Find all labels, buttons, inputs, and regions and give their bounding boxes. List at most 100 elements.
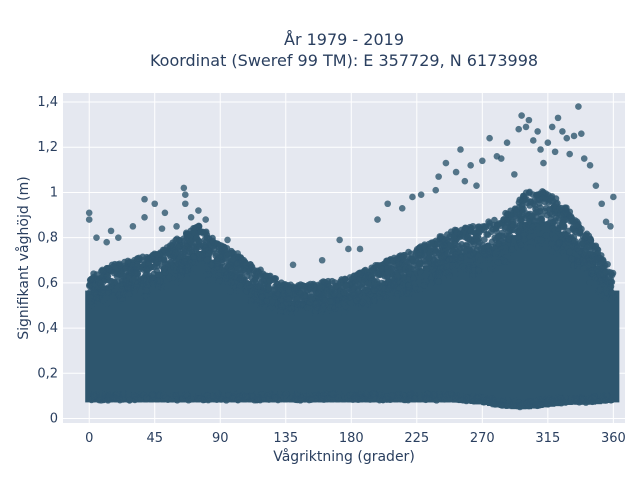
- data-point: [439, 264, 447, 272]
- data-point: [423, 260, 430, 267]
- data-point: [304, 304, 311, 311]
- data-point: [188, 270, 196, 278]
- data-point-outlier: [234, 250, 242, 257]
- data-point-outlier: [544, 139, 552, 147]
- data-point: [324, 395, 331, 402]
- data-point: [436, 392, 443, 400]
- data-point: [470, 261, 478, 268]
- data-point: [416, 261, 423, 268]
- data-point-cluster: [551, 227, 562, 407]
- data-point-cluster: [265, 292, 276, 403]
- data-point: [581, 252, 589, 259]
- data-point: [397, 289, 405, 297]
- data-point: [411, 395, 418, 403]
- data-point: [165, 248, 173, 256]
- data-point: [199, 251, 207, 259]
- data-point-cluster: [586, 260, 597, 405]
- data-point: [536, 230, 544, 237]
- data-point: [358, 269, 365, 276]
- data-point-cluster: [318, 298, 329, 403]
- data-point: [331, 279, 338, 286]
- data-point: [536, 207, 544, 215]
- x-tick-label: 0: [85, 431, 93, 446]
- data-point: [494, 259, 502, 266]
- data-point: [436, 271, 443, 279]
- data-point: [586, 243, 593, 251]
- data-point: [343, 282, 350, 290]
- data-point-cluster: [487, 246, 498, 407]
- data-point: [572, 394, 580, 402]
- data-point-cluster: [376, 282, 387, 403]
- data-point: [389, 392, 397, 400]
- data-point: [538, 218, 546, 226]
- data-point: [466, 251, 474, 258]
- data-point: [251, 271, 258, 278]
- data-point: [205, 271, 213, 278]
- data-point: [203, 257, 211, 265]
- data-point: [142, 287, 150, 294]
- y-tick-label: 1,2: [37, 140, 58, 155]
- data-point: [205, 250, 213, 257]
- y-tick-label: 0,4: [37, 321, 58, 336]
- data-point-cluster: [399, 274, 410, 403]
- data-point-cluster: [580, 254, 591, 405]
- data-point: [227, 279, 235, 286]
- data-point-outlier: [195, 207, 202, 214]
- data-point: [124, 257, 132, 265]
- data-point: [570, 223, 577, 231]
- data-point: [565, 235, 573, 242]
- data-point: [417, 244, 424, 252]
- data-point: [404, 286, 412, 294]
- data-point: [266, 390, 273, 397]
- data-point-outlier: [409, 193, 416, 201]
- data-point: [567, 397, 575, 405]
- data-point: [215, 272, 222, 279]
- data-point-outlier: [534, 128, 541, 135]
- data-point-cluster: [562, 235, 573, 405]
- data-point: [175, 243, 182, 251]
- data-point: [445, 268, 452, 276]
- data-point: [560, 224, 568, 231]
- data-point-outlier: [602, 218, 610, 226]
- data-point: [422, 395, 430, 403]
- data-point: [163, 277, 171, 285]
- data-point-outlier: [537, 146, 544, 153]
- data-point: [222, 255, 230, 262]
- data-point-cluster: [347, 294, 358, 403]
- y-tick-label: 0: [50, 411, 58, 426]
- data-point: [552, 234, 559, 242]
- data-point: [411, 284, 419, 291]
- data-point: [515, 203, 523, 211]
- data-point-cluster: [452, 253, 463, 403]
- data-point: [359, 298, 367, 306]
- data-point-outlier: [518, 112, 525, 119]
- data-point-cluster: [428, 263, 439, 403]
- x-tick-label: 315: [535, 431, 560, 446]
- data-point: [506, 255, 514, 263]
- data-point: [95, 278, 103, 285]
- data-point: [295, 300, 303, 307]
- data-point: [605, 286, 613, 294]
- data-point-outlier: [575, 103, 582, 110]
- data-point-outlier: [345, 245, 352, 253]
- data-point-cluster: [137, 277, 148, 403]
- data-point: [129, 392, 137, 399]
- data-point: [415, 277, 422, 285]
- data-point: [508, 220, 516, 228]
- data-point: [291, 284, 298, 292]
- data-point-cluster: [207, 259, 218, 403]
- data-point: [573, 245, 581, 252]
- data-point: [548, 248, 556, 255]
- data-point: [257, 273, 264, 280]
- data-point-cluster: [283, 300, 294, 403]
- data-point: [537, 236, 545, 244]
- data-point: [195, 238, 203, 245]
- data-point: [100, 267, 107, 275]
- data-point: [427, 279, 435, 287]
- data-point: [204, 392, 211, 400]
- data-point: [336, 293, 343, 301]
- data-point: [608, 278, 616, 286]
- data-point: [161, 265, 168, 273]
- data-point: [504, 210, 511, 218]
- data-point: [393, 255, 401, 263]
